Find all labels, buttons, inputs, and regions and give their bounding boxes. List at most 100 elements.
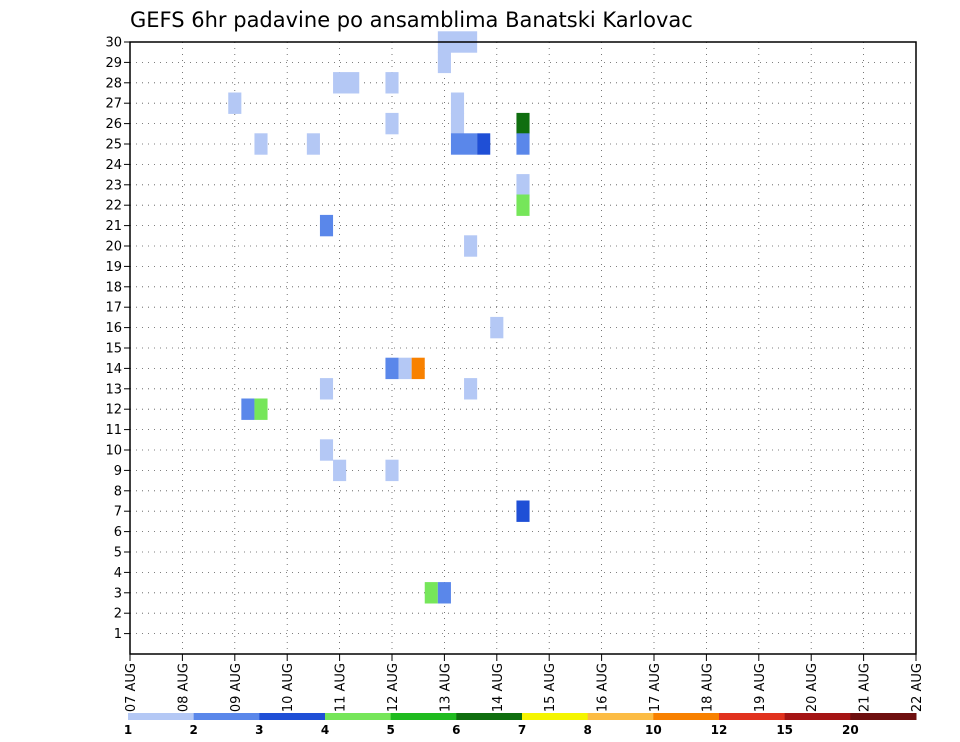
y-tick-label: 7 [114,505,122,520]
precip-cell [516,500,530,522]
y-tick-label: 28 [105,76,122,91]
x-tick-label: 09 AUG [229,663,244,712]
precip-cell [333,72,360,94]
x-tick-label: 18 AUG [700,663,715,712]
precip-cell [437,51,451,74]
y-tick-label: 15 [105,342,122,357]
precip-cell [228,92,242,114]
precip-cell [333,459,347,482]
cells-layer [228,31,530,604]
legend-label: 5 [386,723,394,737]
y-tick-label: 22 [105,199,122,214]
y-tick-label: 6 [114,525,122,540]
precip-cell [254,398,268,420]
x-tick-label: 13 AUG [438,663,453,712]
y-tick-label: 10 [105,444,122,459]
legend-swatch [784,713,851,720]
legend-label: 12 [711,723,728,737]
x-tick-label: 20 AUG [805,663,820,712]
precip-cell [450,92,465,114]
y-tick-label: 20 [105,240,122,255]
y-tick-label: 12 [105,403,122,418]
precip-cell [516,194,530,216]
legend-swatch [850,713,917,720]
legend-label: 15 [776,723,793,737]
y-tick-label: 30 [105,36,122,51]
precip-cell [424,582,438,604]
legend-swatch [653,713,720,720]
legend-swatch [128,713,195,720]
x-tick-label: 10 AUG [281,663,296,712]
color-legend: 1 2 3 4 5 6 7 8 10 12 15 20 [124,713,917,737]
x-tick-label: 11 AUG [334,663,349,712]
y-tick-label: 23 [105,178,122,193]
precip-cell [464,378,478,400]
precip-cell [306,133,320,155]
y-tick-label: 4 [114,566,122,581]
precip-cell [385,72,399,94]
x-tick-label: 17 AUG [648,663,663,712]
legend-swatch [390,713,457,720]
y-tick-label: 14 [105,362,122,377]
x-tick-label: 07 AUG [124,663,139,712]
y-tick-label: 26 [105,117,122,132]
y-tick-label: 27 [105,97,122,112]
precip-cell [477,133,491,155]
legend-swatch [259,713,326,720]
legend-swatch [325,713,392,720]
x-tick-label: 12 AUG [386,663,401,712]
legend-label: 3 [255,723,263,737]
legend-label: 7 [518,723,526,737]
legend-label: 8 [583,723,591,737]
legend-swatch [719,713,786,720]
y-tick-label: 25 [105,138,122,153]
x-tick-label: 22 AUG [910,663,925,712]
precip-cell [516,112,530,135]
legend-label: 20 [842,723,859,737]
precip-cell [398,357,412,380]
y-tick-label: 19 [105,260,122,275]
y-tick-label: 8 [114,484,122,499]
precip-cell [516,174,530,196]
precip-cell [319,214,334,237]
y-tick-label: 13 [105,382,122,397]
precip-cell [490,316,504,339]
legend-swatch [522,713,589,720]
grid-layer [130,41,916,654]
legend-label: 1 [124,723,132,737]
legend-swatch [456,713,523,720]
x-tick-label: 14 AUG [491,663,506,712]
legend-label: 2 [189,723,197,737]
precip-cell [437,582,451,604]
precip-cell [319,439,334,461]
y-tick-label: 2 [114,607,122,622]
legend-swatch [193,713,260,720]
y-tick-label: 29 [105,56,122,71]
y-tick-label: 5 [114,546,122,561]
precip-cell [450,112,465,135]
y-tick-label: 11 [105,423,122,438]
x-tick-label: 08 AUG [176,663,191,712]
precip-cell [254,133,268,155]
precip-cell [385,112,399,135]
precip-cell [516,133,530,155]
y-tick-label: 1 [114,627,122,642]
x-tick-label: 15 AUG [543,663,558,712]
x-tick-label: 21 AUG [858,663,873,712]
precip-cell [450,133,478,155]
precip-cell [464,235,478,257]
precip-cell [385,459,399,482]
precip-cell [319,378,334,400]
y-tick-label: 18 [105,280,122,295]
y-tick-label: 21 [105,219,122,234]
y-tick-label: 17 [105,301,122,316]
y-tick-label: 24 [105,158,122,173]
legend-swatch [587,713,654,720]
legend-label: 4 [321,723,329,737]
y-tick-label: 16 [105,321,122,336]
precip-cell [241,398,255,420]
x-tick-label: 19 AUG [753,663,768,712]
chart-title: GEFS 6hr padavine po ansamblima Banatski… [130,8,693,32]
precip-cell [411,357,425,380]
